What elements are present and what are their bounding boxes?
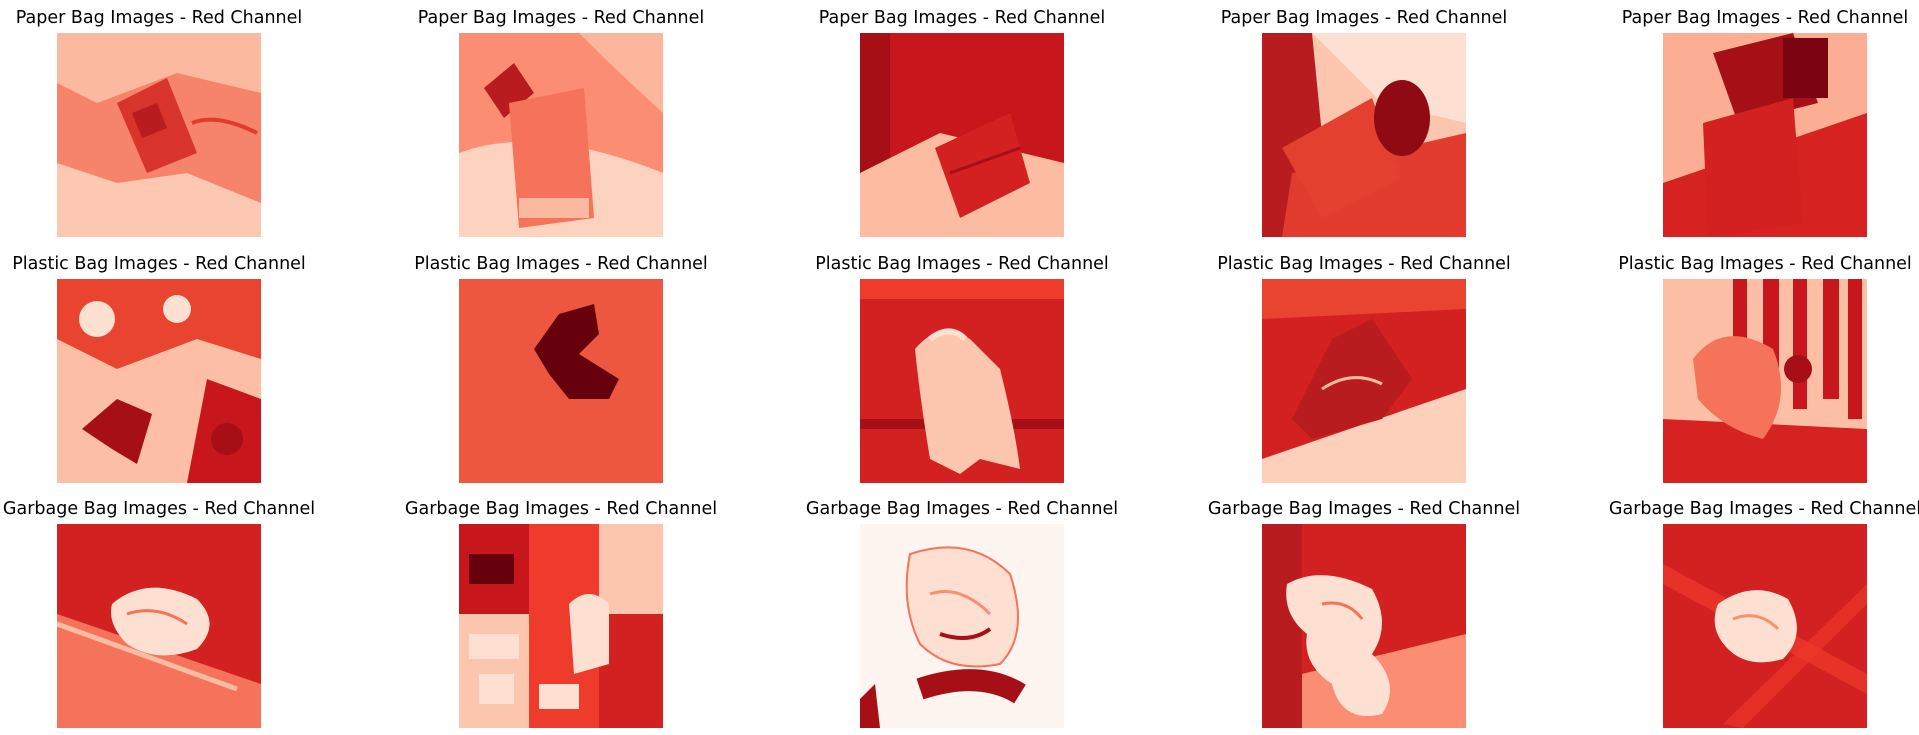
subplot-title: Garbage Bag Images - Red Channel (1207, 499, 1521, 519)
garbage-bag-image (860, 524, 1064, 728)
garbage-bag-image (1262, 524, 1466, 728)
paper-bag-image (57, 33, 261, 237)
subplot-title: Garbage Bag Images - Red Channel (2, 499, 316, 519)
subplot-title: Garbage Bag Images - Red Channel (805, 499, 1119, 519)
garbage-bag-image (459, 524, 663, 728)
plastic-bag-image (1262, 279, 1466, 483)
plastic-bag-image (459, 279, 663, 483)
subplot-title: Paper Bag Images - Red Channel (818, 8, 1106, 28)
subplot-title: Garbage Bag Images - Red Channel (1608, 499, 1919, 519)
subplot-title: Garbage Bag Images - Red Channel (404, 499, 718, 519)
subplot-title: Paper Bag Images - Red Channel (417, 8, 705, 28)
plastic-bag-image (1663, 279, 1867, 483)
subplot-title: Plastic Bag Images - Red Channel (1217, 254, 1511, 274)
plastic-bag-image (860, 279, 1064, 483)
subplot-title: Plastic Bag Images - Red Channel (414, 254, 708, 274)
garbage-bag-image (1663, 524, 1867, 728)
paper-bag-image (1663, 33, 1867, 237)
subplot-title: Plastic Bag Images - Red Channel (12, 254, 306, 274)
paper-bag-image (1262, 33, 1466, 237)
paper-bag-image (459, 33, 663, 237)
garbage-bag-image (57, 524, 261, 728)
subplot-title: Paper Bag Images - Red Channel (1621, 8, 1909, 28)
subplot-title: Plastic Bag Images - Red Channel (815, 254, 1109, 274)
subplot-title: Paper Bag Images - Red Channel (15, 8, 303, 28)
subplot-title: Plastic Bag Images - Red Channel (1618, 254, 1912, 274)
subplot-title: Paper Bag Images - Red Channel (1220, 8, 1508, 28)
paper-bag-image (860, 33, 1064, 237)
plastic-bag-image (57, 279, 261, 483)
